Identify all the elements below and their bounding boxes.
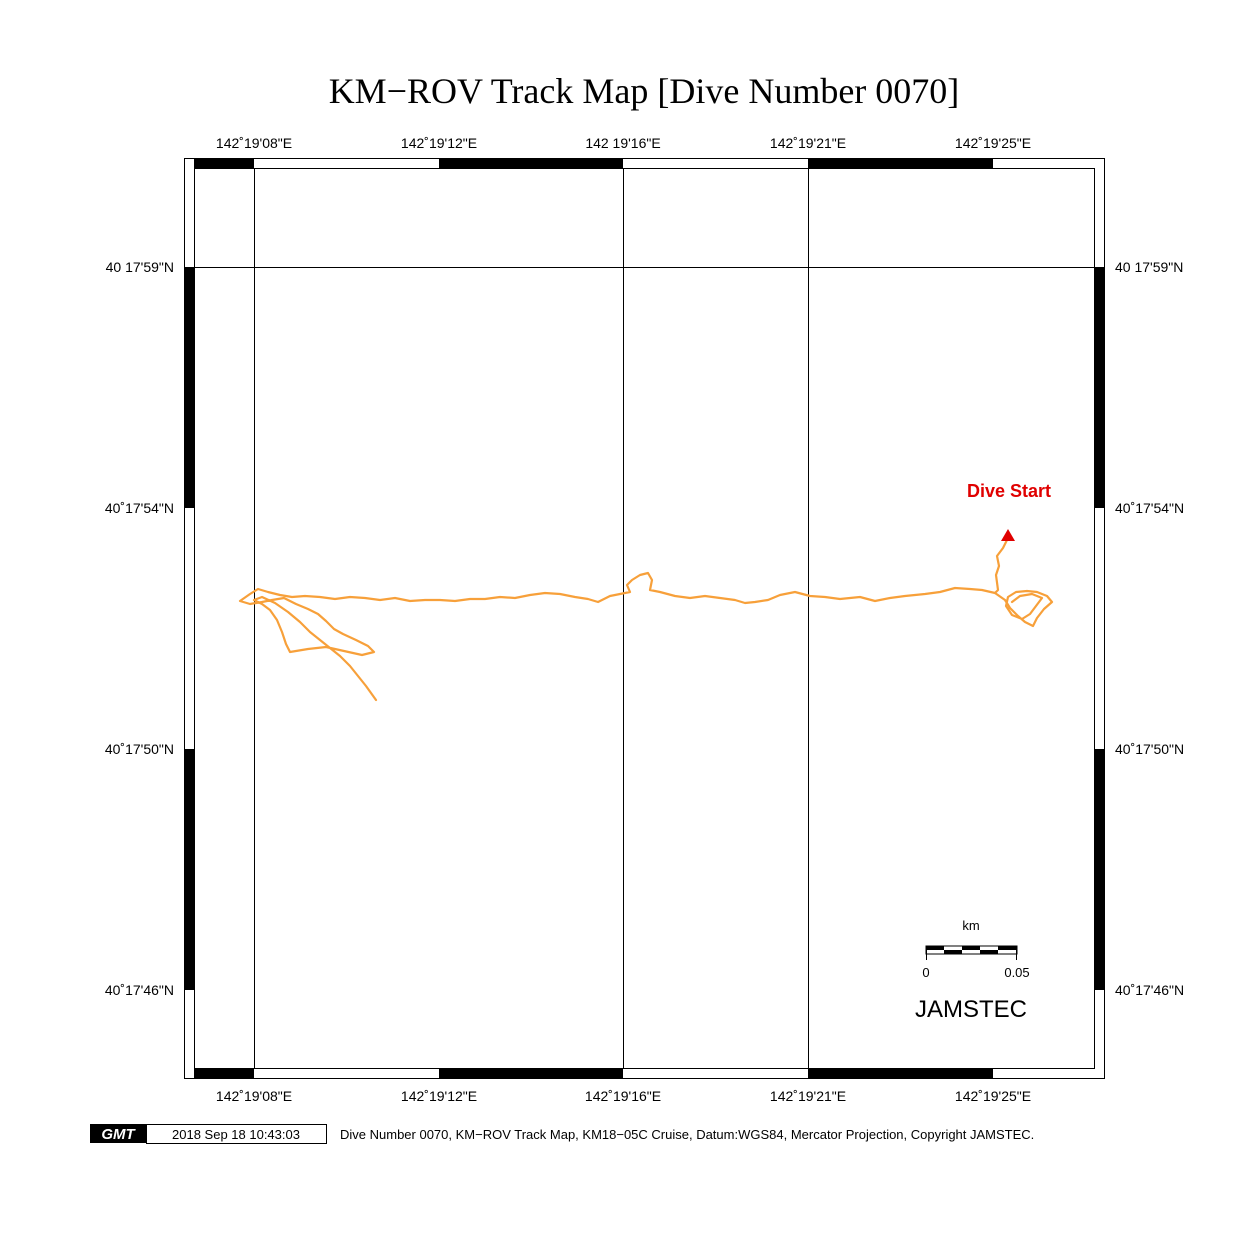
- top-axis-labels: 142˚19'08"E 142˚19'12"E 142 19'16"E 142˚…: [216, 135, 1031, 151]
- left-tick-label: 40˚17'46"N: [105, 982, 174, 998]
- frame-ticks: [184, 158, 1104, 1078]
- left-tick-label: 40˚17'50"N: [105, 741, 174, 757]
- bottom-tick-label: 142˚19'21"E: [770, 1088, 846, 1104]
- bottom-tick-label: 142˚19'12"E: [401, 1088, 477, 1104]
- scale-min-label: 0: [922, 965, 929, 980]
- top-tick-label: 142˚19'25"E: [955, 135, 1031, 151]
- left-tick-label: 40 17'59"N: [106, 259, 174, 275]
- right-tick-label: 40˚17'50"N: [1115, 741, 1184, 757]
- left-axis-labels: 40 17'59"N 40˚17'54"N 40˚17'50"N 40˚17'4…: [105, 259, 174, 998]
- rov-track: [238, 538, 1054, 702]
- dive-start-label: Dive Start: [967, 481, 1051, 501]
- org-label: JAMSTEC: [915, 996, 1027, 1023]
- scale-max-label: 0.05: [1004, 965, 1029, 980]
- rov-track-loop: [993, 589, 1054, 628]
- grid-lines: [194, 168, 1094, 1068]
- scale-bar: km 0 0.05: [922, 918, 1029, 980]
- rov-track-main: [238, 538, 1009, 702]
- bottom-tick-label: 142˚19'16"E: [585, 1088, 661, 1104]
- footer-caption: Dive Number 0070, KM−ROV Track Map, KM18…: [340, 1127, 1034, 1142]
- gmt-logo-text: GMT: [101, 1126, 136, 1143]
- map-title: KM−ROV Track Map [Dive Number 0070]: [329, 71, 960, 111]
- right-tick-label: 40˚17'54"N: [1115, 500, 1184, 516]
- footer-timestamp: 2018 Sep 18 10:43:03: [172, 1127, 300, 1142]
- timestamp-box: [146, 1124, 327, 1144]
- footer: GMT 2018 Sep 18 10:43:03 Dive Number 007…: [90, 1124, 1034, 1144]
- right-axis-labels: 40 17'59"N 40˚17'54"N 40˚17'50"N 40˚17'4…: [1115, 259, 1184, 998]
- scale-unit-label: km: [962, 918, 979, 933]
- map-frame-outer: [184, 158, 1105, 1079]
- right-tick-label: 40˚17'46"N: [1115, 982, 1184, 998]
- bottom-axis-labels: 142˚19'08"E 142˚19'12"E 142˚19'16"E 142˚…: [216, 1088, 1031, 1104]
- top-tick-label: 142 19'16"E: [585, 135, 660, 151]
- right-tick-label: 40 17'59"N: [1115, 259, 1183, 275]
- top-tick-label: 142˚19'08"E: [216, 135, 292, 151]
- top-tick-label: 142˚19'21"E: [770, 135, 846, 151]
- gmt-logo-icon: [90, 1124, 146, 1143]
- left-tick-label: 40˚17'54"N: [105, 500, 174, 516]
- dive-start-marker: [1001, 529, 1015, 541]
- bottom-tick-label: 142˚19'25"E: [955, 1088, 1031, 1104]
- map-frame-inner: [194, 168, 1095, 1069]
- top-tick-label: 142˚19'12"E: [401, 135, 477, 151]
- bottom-tick-label: 142˚19'08"E: [216, 1088, 292, 1104]
